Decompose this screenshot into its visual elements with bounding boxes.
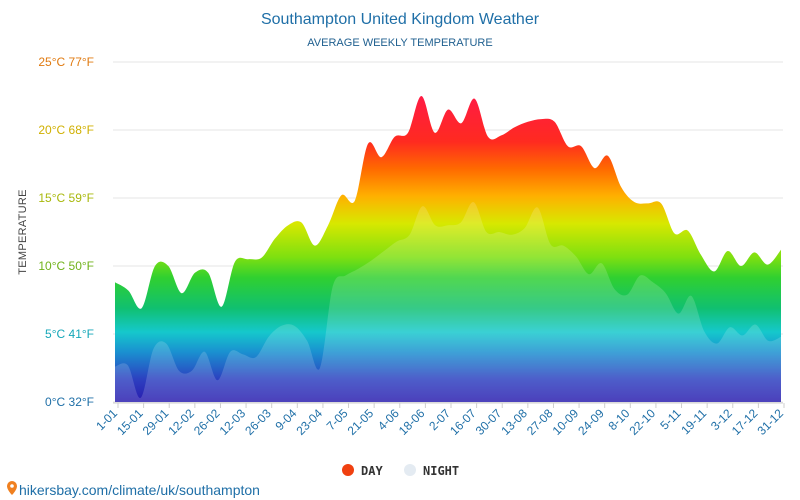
x-tick-label: 31-12 [755,406,787,438]
chart-title: Southampton United Kingdom Weather [261,11,540,28]
x-tick-label: 26-02 [191,406,223,438]
legend-day-dot [342,464,354,476]
x-tick-label: 16-07 [447,406,479,438]
legend: DAY NIGHT [342,464,459,478]
x-tick-label: 18-06 [396,406,428,438]
y-tick-label: 0°C 32°F [45,395,94,409]
source-link[interactable]: hikersbay.com/climate/uk/southampton [7,481,260,498]
y-tick-label: 20°C 68°F [38,123,94,137]
x-tick-label: 30-07 [473,406,505,438]
y-axis-label: TEMPERATURE [17,189,29,275]
legend-item-day[interactable]: DAY [342,464,383,478]
y-tick-label: 25°C 77°F [38,55,94,69]
x-tick-label: 10-09 [550,406,582,438]
x-tick-label: 17-12 [729,406,761,438]
legend-day-label: DAY [361,464,383,478]
source-url: hikersbay.com/climate/uk/southampton [19,482,260,498]
x-tick-label: 24-09 [575,406,607,438]
x-tick-label: 19-11 [678,406,709,437]
x-tick-label: 23-04 [293,406,325,438]
y-tick-label: 5°C 41°F [45,327,94,341]
map-pin-icon [7,481,17,495]
x-axis-ticks: 1-0115-0129-0112-0226-0212-0326-039-0423… [93,403,786,438]
x-tick-label: 22-10 [626,406,658,438]
x-tick-label: 12-03 [217,406,249,438]
x-tick-label: 27-08 [524,406,556,438]
y-axis-ticks: 0°C 32°F 5°C 41°F 10°C 50°F 15°C 59°F 20°C 6… [38,55,94,409]
y-tick-label: 15°C 59°F [38,191,94,205]
x-tick-label: 26-03 [242,406,274,438]
x-tick-label: 15-01 [114,406,146,438]
legend-night-label: NIGHT [423,464,459,478]
x-tick-label: 29-01 [140,406,172,438]
day-series-area [115,96,781,402]
x-tick-label: 12-02 [165,406,197,438]
y-tick-label: 10°C 50°F [38,259,94,273]
legend-night-dot [404,464,416,476]
x-tick-label: 21-05 [345,406,377,438]
map-pin-dot [10,484,14,488]
chart-subtitle: AVERAGE WEEKLY TEMPERATURE [307,37,492,49]
night-series-overlay [115,202,781,402]
x-tick-label: 13-08 [498,406,530,438]
legend-item-night[interactable]: NIGHT [404,464,459,478]
